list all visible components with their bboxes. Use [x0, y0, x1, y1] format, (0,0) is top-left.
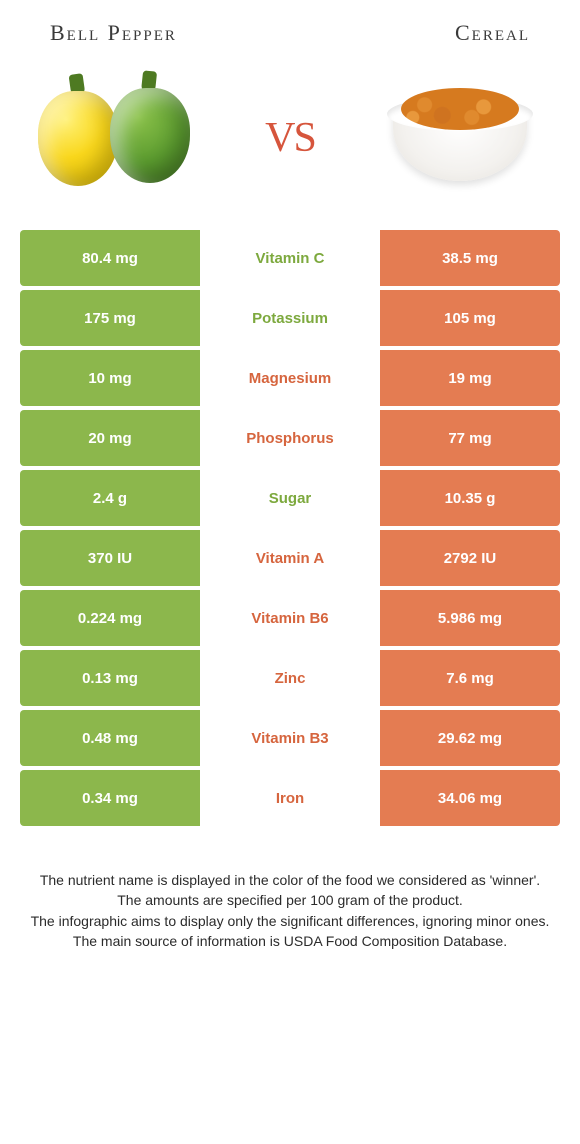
left-value-cell: 0.13 mg — [20, 650, 200, 706]
right-value-cell: 38.5 mg — [380, 230, 560, 286]
hero-row: vs — [20, 56, 560, 226]
right-value-cell: 2792 IU — [380, 530, 560, 586]
table-row: 80.4 mgVitamin C38.5 mg — [20, 230, 560, 286]
table-row: 0.224 mgVitamin B65.986 mg — [20, 590, 560, 646]
nutrition-comparison-table: 80.4 mgVitamin C38.5 mg175 mgPotassium10… — [20, 226, 560, 830]
header: Bell Pepper Cereal — [20, 20, 560, 56]
left-value-cell: 20 mg — [20, 410, 200, 466]
left-value-cell: 0.224 mg — [20, 590, 200, 646]
nutrient-name-cell: Vitamin B6 — [200, 590, 380, 646]
right-value-cell: 5.986 mg — [380, 590, 560, 646]
right-value-cell: 10.35 g — [380, 470, 560, 526]
nutrient-name-cell: Magnesium — [200, 350, 380, 406]
left-value-cell: 370 IU — [20, 530, 200, 586]
footnote-line: The amounts are specified per 100 gram o… — [26, 890, 554, 910]
left-food-title: Bell Pepper — [50, 20, 177, 46]
footnote-line: The nutrient name is displayed in the co… — [26, 870, 554, 890]
table-row: 0.13 mgZinc7.6 mg — [20, 650, 560, 706]
right-food-title: Cereal — [455, 20, 530, 46]
nutrient-name-cell: Iron — [200, 770, 380, 826]
bell-pepper-illustration — [30, 66, 210, 196]
table-row: 0.34 mgIron34.06 mg — [20, 770, 560, 826]
table-row: 0.48 mgVitamin B329.62 mg — [20, 710, 560, 766]
right-value-cell: 77 mg — [380, 410, 560, 466]
left-value-cell: 0.48 mg — [20, 710, 200, 766]
table-row: 10 mgMagnesium19 mg — [20, 350, 560, 406]
nutrient-name-cell: Zinc — [200, 650, 380, 706]
nutrient-name-cell: Sugar — [200, 470, 380, 526]
footnote-line: The infographic aims to display only the… — [26, 911, 554, 931]
nutrient-name-cell: Vitamin B3 — [200, 710, 380, 766]
nutrient-name-cell: Phosphorus — [200, 410, 380, 466]
left-value-cell: 10 mg — [20, 350, 200, 406]
right-value-cell: 105 mg — [380, 290, 560, 346]
footnote: The nutrient name is displayed in the co… — [20, 870, 560, 951]
right-value-cell: 7.6 mg — [380, 650, 560, 706]
nutrient-name-cell: Vitamin A — [200, 530, 380, 586]
table-row: 370 IUVitamin A2792 IU — [20, 530, 560, 586]
left-value-cell: 175 mg — [20, 290, 200, 346]
right-value-cell: 19 mg — [380, 350, 560, 406]
left-value-cell: 80.4 mg — [20, 230, 200, 286]
vs-label: vs — [265, 97, 315, 166]
cereal-illustration — [370, 66, 550, 196]
table-row: 20 mgPhosphorus77 mg — [20, 410, 560, 466]
footnote-line: The main source of information is USDA F… — [26, 931, 554, 951]
right-value-cell: 34.06 mg — [380, 770, 560, 826]
table-row: 2.4 gSugar10.35 g — [20, 470, 560, 526]
left-value-cell: 0.34 mg — [20, 770, 200, 826]
nutrient-name-cell: Vitamin C — [200, 230, 380, 286]
right-value-cell: 29.62 mg — [380, 710, 560, 766]
nutrient-name-cell: Potassium — [200, 290, 380, 346]
left-value-cell: 2.4 g — [20, 470, 200, 526]
table-row: 175 mgPotassium105 mg — [20, 290, 560, 346]
